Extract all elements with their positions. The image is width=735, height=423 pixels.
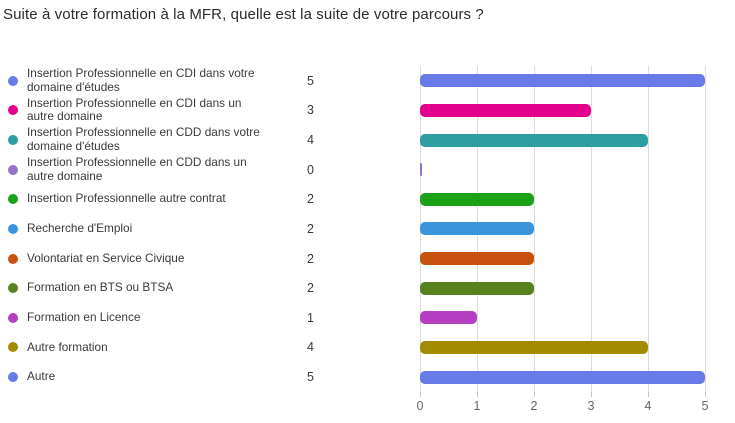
- gridline: [534, 66, 535, 392]
- bar-row: [420, 96, 705, 126]
- bar-row: [420, 362, 705, 392]
- legend-dot-icon: [8, 342, 18, 353]
- bar: [420, 340, 648, 354]
- gridline: [648, 66, 649, 392]
- bar: [420, 74, 705, 88]
- bar: [420, 311, 477, 325]
- legend-item: Insertion Professionnelle en CDI dans un…: [8, 96, 314, 126]
- gridline: [591, 66, 592, 392]
- bar-row: [420, 214, 705, 244]
- legend-label: Insertion Professionnelle autre contrat: [27, 191, 226, 206]
- legend-dot-icon: [8, 135, 18, 146]
- legend-label: Formation en Licence: [27, 309, 141, 324]
- legend-count: 2: [307, 192, 314, 207]
- legend-dot-icon: [8, 372, 18, 383]
- axis-tick: [648, 392, 649, 397]
- legend-dot-icon: [8, 223, 18, 234]
- axis-tick-label: 1: [473, 399, 481, 413]
- legend-label: Insertion Professionnelle en CDD dans un…: [27, 154, 247, 183]
- bar-row: [420, 333, 705, 363]
- legend-dot-icon: [8, 253, 18, 264]
- legend-label: Autre formation: [27, 339, 108, 354]
- legend-count: 1: [307, 310, 314, 325]
- legend-label: Volontariat en Service Civique: [27, 250, 185, 265]
- legend-count: 3: [307, 103, 314, 118]
- legend-count: 5: [307, 370, 314, 385]
- legend-count: 0: [307, 162, 314, 177]
- legend-dot-icon: [8, 283, 18, 294]
- axis-tick: [705, 392, 706, 397]
- legend-count: 4: [307, 340, 314, 355]
- axis-tick: [477, 392, 478, 397]
- bar: [420, 163, 422, 177]
- legend-count: 2: [307, 221, 314, 236]
- bar-row: [420, 244, 705, 274]
- bar: [420, 192, 534, 206]
- axis-tick: [591, 392, 592, 397]
- plot-area: [420, 66, 706, 392]
- legend-count: 4: [307, 133, 314, 148]
- legend-dot-icon: [8, 75, 18, 86]
- question-title: Suite à votre formation à la MFR, quelle…: [3, 6, 484, 23]
- bar: [420, 252, 534, 266]
- legend-count: 2: [307, 251, 314, 266]
- legend-label: Insertion Professionnelle en CDI dans un…: [27, 95, 242, 124]
- x-axis: 0 1 2 3 4 5: [417, 392, 708, 418]
- legend-item: Formation en Licence 1: [8, 303, 314, 333]
- bar: [420, 103, 591, 117]
- legend-item: Autre 5: [8, 362, 314, 392]
- legend-label: Recherche d'Emploi: [27, 221, 133, 236]
- legend-label: Insertion Professionnelle en CDD dans vo…: [27, 125, 260, 154]
- legend-item: Insertion Professionnelle en CDD dans vo…: [8, 125, 314, 155]
- axis-tick-label: 0: [416, 399, 424, 413]
- bar: [420, 222, 534, 236]
- axis-tick-label: 2: [530, 399, 538, 413]
- bar-row: [420, 125, 705, 155]
- gridline: [705, 66, 706, 392]
- legend-item: Insertion Professionnelle en CDD dans un…: [8, 155, 314, 185]
- axis-tick: [420, 392, 421, 397]
- bar: [420, 370, 705, 384]
- legend-dot-icon: [8, 312, 18, 323]
- bar: [420, 281, 534, 295]
- legend-label: Insertion Professionnelle en CDI dans vo…: [27, 66, 255, 94]
- bar-row: [420, 185, 705, 215]
- legend-count: 5: [307, 73, 314, 88]
- legend-dot-icon: [8, 194, 18, 205]
- legend-item: Formation en BTS ou BTSA 2: [8, 273, 314, 303]
- bar-row: [420, 66, 705, 96]
- legend-item: Insertion Professionnelle autre contrat …: [8, 185, 314, 215]
- bar: [420, 133, 648, 147]
- legend-label: Formation en BTS ou BTSA: [27, 280, 174, 295]
- legend-item: Autre formation 4: [8, 333, 314, 363]
- axis-tick-label: 5: [701, 399, 709, 413]
- axis-tick-label: 4: [644, 399, 652, 413]
- axis-tick: [534, 392, 535, 397]
- legend-dot-icon: [8, 105, 18, 116]
- legend-count: 2: [307, 281, 314, 296]
- axis-tick-label: 3: [587, 399, 595, 413]
- legend-item: Recherche d'Emploi 2: [8, 214, 314, 244]
- bar-row: [420, 303, 705, 333]
- legend-dot-icon: [8, 164, 18, 175]
- legend-item: Volontariat en Service Civique 2: [8, 244, 314, 274]
- bar-row: [420, 155, 705, 185]
- bar-row: [420, 273, 705, 303]
- legend-item: Insertion Professionnelle en CDI dans vo…: [8, 66, 314, 96]
- legend-label: Autre: [27, 369, 56, 384]
- chart-legend: Insertion Professionnelle en CDI dans vo…: [8, 66, 314, 392]
